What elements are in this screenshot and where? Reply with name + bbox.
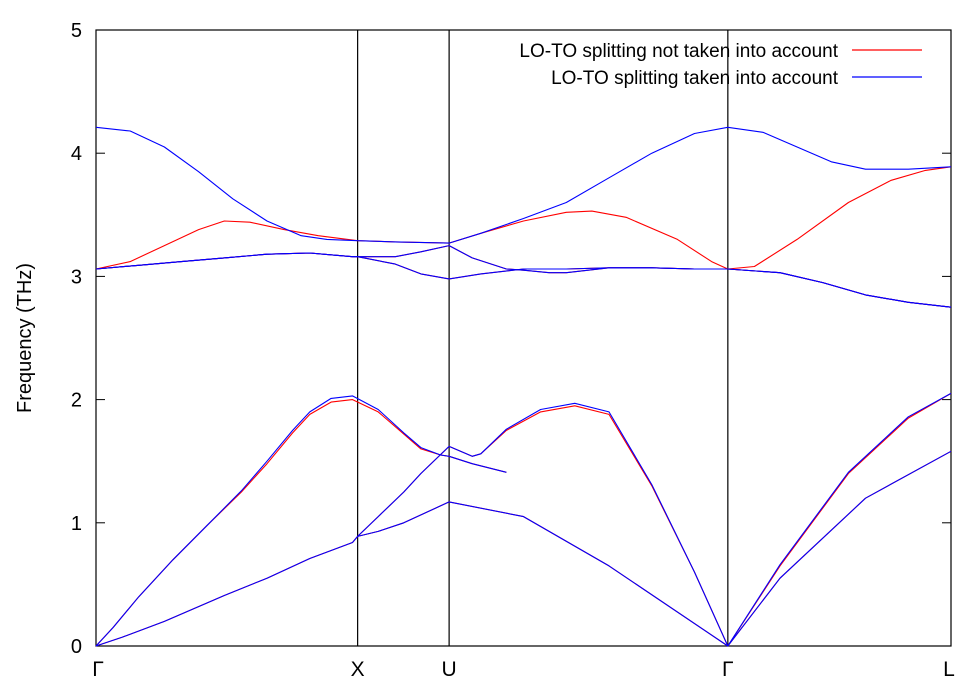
band-line <box>95 245 952 308</box>
band-line <box>95 252 952 308</box>
band-line <box>357 392 952 647</box>
y-tick-label: 0 <box>71 636 82 658</box>
plot-border <box>95 29 952 647</box>
band-line <box>95 252 952 308</box>
high-symmetry-lines <box>357 30 729 646</box>
y-tick-label: 2 <box>71 390 82 412</box>
y-axis-title: Frequency (THz) <box>14 263 36 413</box>
legend-label: LO-TO splitting taken into account <box>551 68 839 89</box>
band-line <box>95 166 952 270</box>
y-tick-label: 3 <box>71 266 82 288</box>
series-1 <box>95 166 952 647</box>
band-line <box>95 399 507 647</box>
legend: LO-TO splitting not taken into account LO… <box>519 41 922 89</box>
x-tick-label: U <box>442 658 457 681</box>
y-axis: 0 1 2 3 4 5 <box>71 20 951 658</box>
x-tick-label: Γ <box>722 658 734 681</box>
band-line <box>95 245 952 308</box>
x-tick-label: X <box>351 658 365 681</box>
band-line <box>95 450 952 647</box>
series-layer <box>95 126 952 647</box>
band-line <box>95 450 952 647</box>
plot-frame <box>95 29 952 647</box>
y-tick-label: 5 <box>71 20 82 42</box>
series-2 <box>95 126 952 647</box>
band-line <box>357 392 952 647</box>
legend-label: LO-TO splitting not taken into account <box>519 41 838 62</box>
band-line <box>95 126 952 244</box>
y-tick-label: 1 <box>71 513 82 535</box>
x-tick-label: Γ <box>92 658 104 681</box>
y-tick-label: 4 <box>71 143 82 165</box>
x-tick-label: L <box>943 658 955 681</box>
band-line <box>95 395 507 647</box>
